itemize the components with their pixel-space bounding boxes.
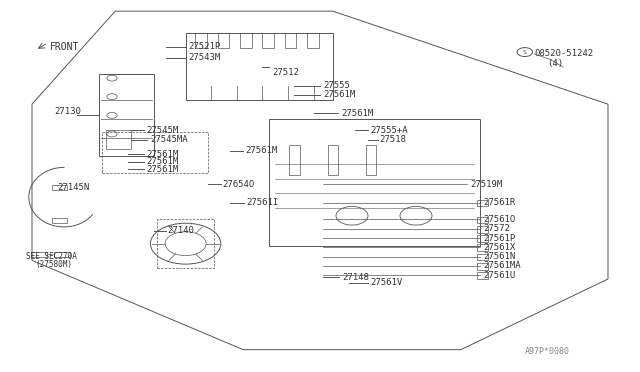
Text: 27519M: 27519M: [470, 180, 502, 189]
Text: 27543M: 27543M: [189, 53, 221, 62]
Bar: [366, 145, 376, 175]
Text: 27561R: 27561R: [483, 198, 515, 207]
Bar: [477, 244, 488, 251]
Bar: [106, 130, 131, 149]
Text: 27545MA: 27545MA: [150, 135, 188, 144]
Bar: [52, 185, 67, 190]
Bar: [477, 254, 488, 260]
Bar: [102, 132, 208, 173]
Text: 27148: 27148: [342, 273, 369, 282]
Text: 27561M: 27561M: [245, 146, 277, 155]
Bar: [477, 200, 488, 206]
Text: 27561M: 27561M: [323, 90, 355, 99]
Text: (4): (4): [547, 59, 563, 68]
Text: (27580M): (27580M): [35, 260, 72, 269]
Text: 27145N: 27145N: [58, 183, 90, 192]
Bar: [477, 235, 488, 242]
Bar: [285, 33, 296, 48]
Text: 27654O: 27654O: [223, 180, 255, 189]
Text: 27561X: 27561X: [483, 243, 515, 252]
Bar: [307, 33, 319, 48]
Text: 27545M: 27545M: [146, 126, 178, 135]
Text: 27561P: 27561P: [483, 234, 515, 243]
Text: 27561N: 27561N: [483, 252, 515, 261]
Text: 27555+A: 27555+A: [370, 126, 408, 135]
Bar: [240, 33, 252, 48]
Text: 27561M: 27561M: [146, 157, 178, 166]
Text: 08520-51242: 08520-51242: [534, 49, 593, 58]
Text: S: S: [523, 49, 527, 55]
Bar: [328, 145, 338, 175]
Bar: [99, 74, 154, 156]
Text: 27561M: 27561M: [146, 150, 178, 159]
Bar: [218, 33, 229, 48]
Bar: [477, 217, 488, 223]
Text: 27561O: 27561O: [483, 215, 515, 224]
Text: 27561M: 27561M: [146, 165, 178, 174]
Text: FRONT: FRONT: [50, 42, 79, 51]
Text: 27561MA: 27561MA: [483, 262, 521, 270]
Text: 27561V: 27561V: [370, 278, 402, 287]
Text: 27140: 27140: [168, 226, 195, 235]
Text: 27561U: 27561U: [483, 271, 515, 280]
Text: SEE SEC270A: SEE SEC270A: [26, 252, 76, 261]
Bar: [195, 33, 207, 48]
Bar: [31, 252, 47, 257]
Bar: [54, 252, 70, 257]
Text: 27561I: 27561I: [246, 198, 278, 207]
Text: 27561M: 27561M: [341, 109, 373, 118]
Bar: [289, 145, 300, 175]
Bar: [269, 119, 480, 246]
Bar: [52, 218, 67, 223]
Text: 27555: 27555: [323, 81, 350, 90]
Bar: [477, 272, 488, 279]
Bar: [477, 226, 488, 232]
Text: 27518: 27518: [379, 135, 406, 144]
Text: 27512: 27512: [272, 68, 299, 77]
Text: 27130: 27130: [54, 107, 81, 116]
Bar: [157, 219, 214, 268]
Bar: [477, 263, 488, 270]
Text: A97P*0080: A97P*0080: [525, 347, 570, 356]
Text: 27572: 27572: [483, 224, 510, 233]
Bar: [262, 33, 274, 48]
Text: 27521P: 27521P: [189, 42, 221, 51]
